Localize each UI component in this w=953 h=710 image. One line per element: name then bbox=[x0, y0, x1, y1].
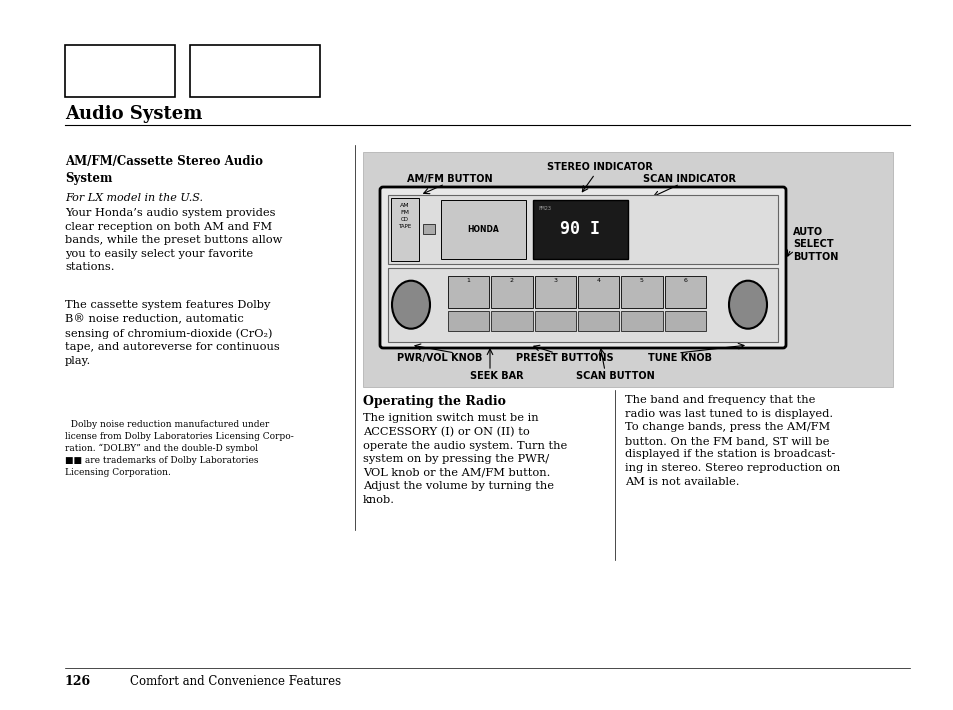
Text: Audio System: Audio System bbox=[65, 105, 202, 123]
Text: 6: 6 bbox=[682, 278, 686, 283]
Ellipse shape bbox=[392, 280, 430, 329]
Text: SCAN INDICATOR: SCAN INDICATOR bbox=[643, 174, 736, 184]
Bar bbox=[534, 275, 576, 307]
Ellipse shape bbox=[728, 280, 766, 329]
Bar bbox=[391, 198, 418, 261]
Text: The band and frequency that the
radio was last tuned to is displayed.
To change : The band and frequency that the radio wa… bbox=[624, 395, 840, 486]
Bar bbox=[440, 200, 525, 259]
Text: Dolby noise reduction manufactured under
license from Dolby Laboratories Licensi: Dolby noise reduction manufactured under… bbox=[65, 420, 294, 476]
Text: Comfort and Convenience Features: Comfort and Convenience Features bbox=[130, 675, 341, 688]
Text: STEREO INDICATOR: STEREO INDICATOR bbox=[546, 162, 652, 172]
Text: PRESET BUTTONS: PRESET BUTTONS bbox=[516, 353, 613, 363]
Text: TUNE KNOB: TUNE KNOB bbox=[647, 353, 711, 363]
Bar bbox=[65, 45, 174, 97]
Bar bbox=[620, 275, 662, 307]
Text: 3: 3 bbox=[553, 278, 557, 283]
Bar bbox=[533, 200, 627, 259]
Text: PWR/VOL KNOB: PWR/VOL KNOB bbox=[396, 353, 482, 363]
Text: SEEK BAR: SEEK BAR bbox=[470, 371, 523, 381]
FancyBboxPatch shape bbox=[379, 187, 785, 348]
Text: HONDA: HONDA bbox=[467, 224, 498, 234]
Bar bbox=[190, 45, 319, 97]
Bar bbox=[534, 310, 576, 331]
Bar bbox=[620, 310, 662, 331]
Text: 126: 126 bbox=[65, 675, 91, 688]
Bar bbox=[448, 275, 489, 307]
Text: Your Honda’s audio system provides
clear reception on both AM and FM
bands, whil: Your Honda’s audio system provides clear… bbox=[65, 208, 282, 273]
Text: 2: 2 bbox=[510, 278, 514, 283]
Text: 90 I: 90 I bbox=[559, 220, 599, 238]
Bar bbox=[664, 310, 705, 331]
Bar bbox=[491, 310, 532, 331]
Bar bbox=[422, 224, 435, 234]
Bar bbox=[578, 310, 618, 331]
Text: FM23: FM23 bbox=[537, 206, 551, 211]
Text: 5: 5 bbox=[639, 278, 643, 283]
Text: 1: 1 bbox=[466, 278, 470, 283]
Bar bbox=[363, 152, 892, 387]
Text: AUTO
SELECT
BUTTON: AUTO SELECT BUTTON bbox=[792, 227, 838, 262]
Bar bbox=[578, 275, 618, 307]
Text: The cassette system features Dolby
B® noise reduction, automatic
sensing of chro: The cassette system features Dolby B® no… bbox=[65, 300, 279, 366]
Text: AM/FM BUTTON: AM/FM BUTTON bbox=[407, 174, 493, 184]
Text: 4: 4 bbox=[596, 278, 600, 283]
Text: SCAN BUTTON: SCAN BUTTON bbox=[575, 371, 654, 381]
Text: The ignition switch must be in
ACCESSORY (I) or ON (II) to
operate the audio sys: The ignition switch must be in ACCESSORY… bbox=[363, 413, 567, 505]
Bar bbox=[388, 268, 778, 342]
Text: Operating the Radio: Operating the Radio bbox=[363, 395, 505, 408]
Bar bbox=[448, 310, 489, 331]
Bar bbox=[491, 275, 532, 307]
Text: For LX model in the U.S.: For LX model in the U.S. bbox=[65, 193, 203, 203]
Text: AM
FM: AM FM bbox=[399, 203, 410, 214]
Text: AM/FM/Cassette Stereo Audio
System: AM/FM/Cassette Stereo Audio System bbox=[65, 155, 263, 185]
Bar bbox=[388, 195, 778, 264]
Bar bbox=[664, 275, 705, 307]
Text: CD
TAPE: CD TAPE bbox=[398, 217, 411, 229]
